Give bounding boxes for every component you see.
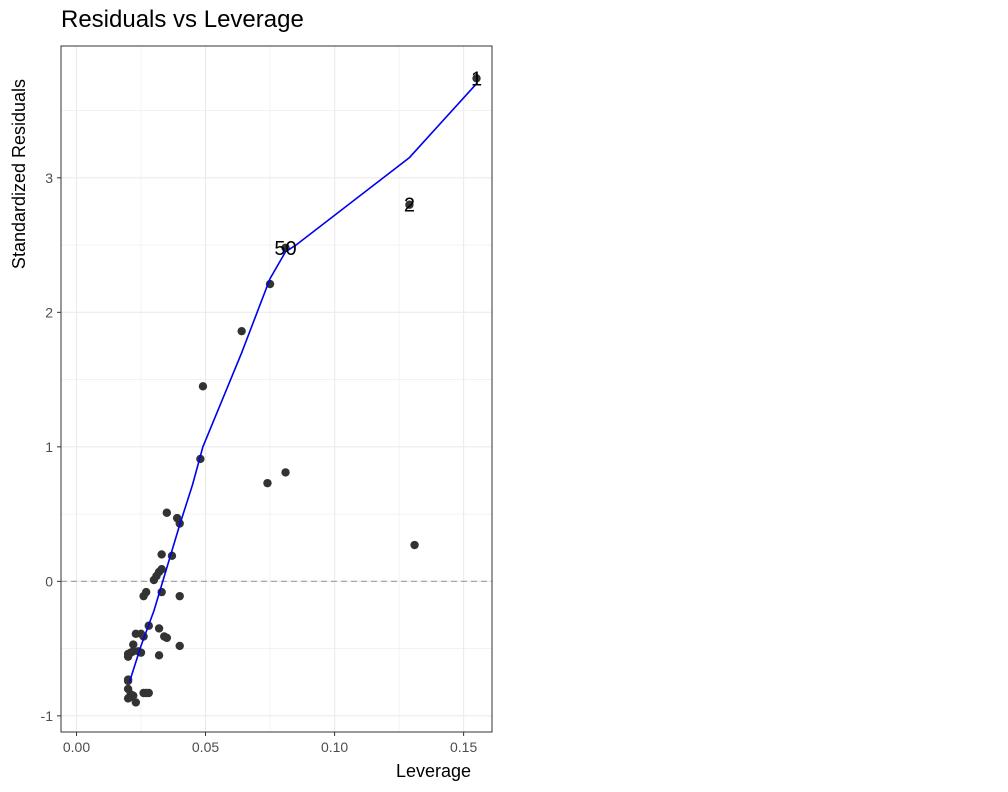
y-axis-label: Standardized Residuals	[9, 79, 29, 269]
data-point	[123, 652, 133, 661]
y-tick-label: 2	[45, 304, 53, 320]
data-point	[281, 468, 290, 477]
data-point	[198, 382, 208, 391]
smooth-line	[128, 83, 478, 683]
x-axis-label: Leverage	[396, 761, 471, 781]
data-point	[263, 478, 272, 488]
x-tick-label: 0.15	[450, 739, 477, 755]
chart-title: Residuals vs Leverage	[61, 6, 304, 33]
data-point	[162, 508, 172, 517]
point-label: 50	[274, 238, 296, 260]
data-point	[144, 688, 153, 698]
point-labels-layer: 1 2 50	[274, 68, 482, 259]
data-point	[131, 698, 141, 707]
y-tick-label: 0	[45, 573, 53, 589]
y-tick-label: 3	[45, 170, 53, 186]
point-label: 2	[404, 195, 415, 217]
data-point	[129, 640, 138, 649]
grid-major	[61, 46, 492, 732]
smooth-line-group	[128, 83, 478, 683]
data-point	[472, 74, 481, 83]
data-point	[154, 651, 164, 660]
data-point	[154, 624, 164, 633]
point-label: 1	[471, 68, 482, 90]
points-layer	[123, 74, 481, 707]
data-point	[149, 575, 159, 585]
data-point	[123, 694, 133, 703]
data-point	[405, 200, 414, 209]
data-point	[162, 633, 172, 643]
data-point	[175, 641, 184, 651]
x-axis: 0.00 0.05 0.10 0.15	[63, 732, 477, 755]
data-point	[157, 550, 166, 559]
x-tick-label: 0.05	[192, 739, 219, 755]
grid-minor	[61, 46, 492, 732]
y-tick-label: 1	[45, 439, 53, 455]
y-tick-label: -1	[41, 708, 54, 724]
data-point	[175, 591, 184, 601]
x-tick-label: 0.10	[321, 739, 348, 755]
y-axis: -1 0 1 2 3	[41, 170, 61, 724]
data-point	[410, 540, 419, 550]
panel-border	[60, 45, 493, 733]
data-point	[237, 326, 246, 336]
data-point	[139, 591, 148, 601]
x-tick-label: 0.00	[63, 739, 90, 755]
